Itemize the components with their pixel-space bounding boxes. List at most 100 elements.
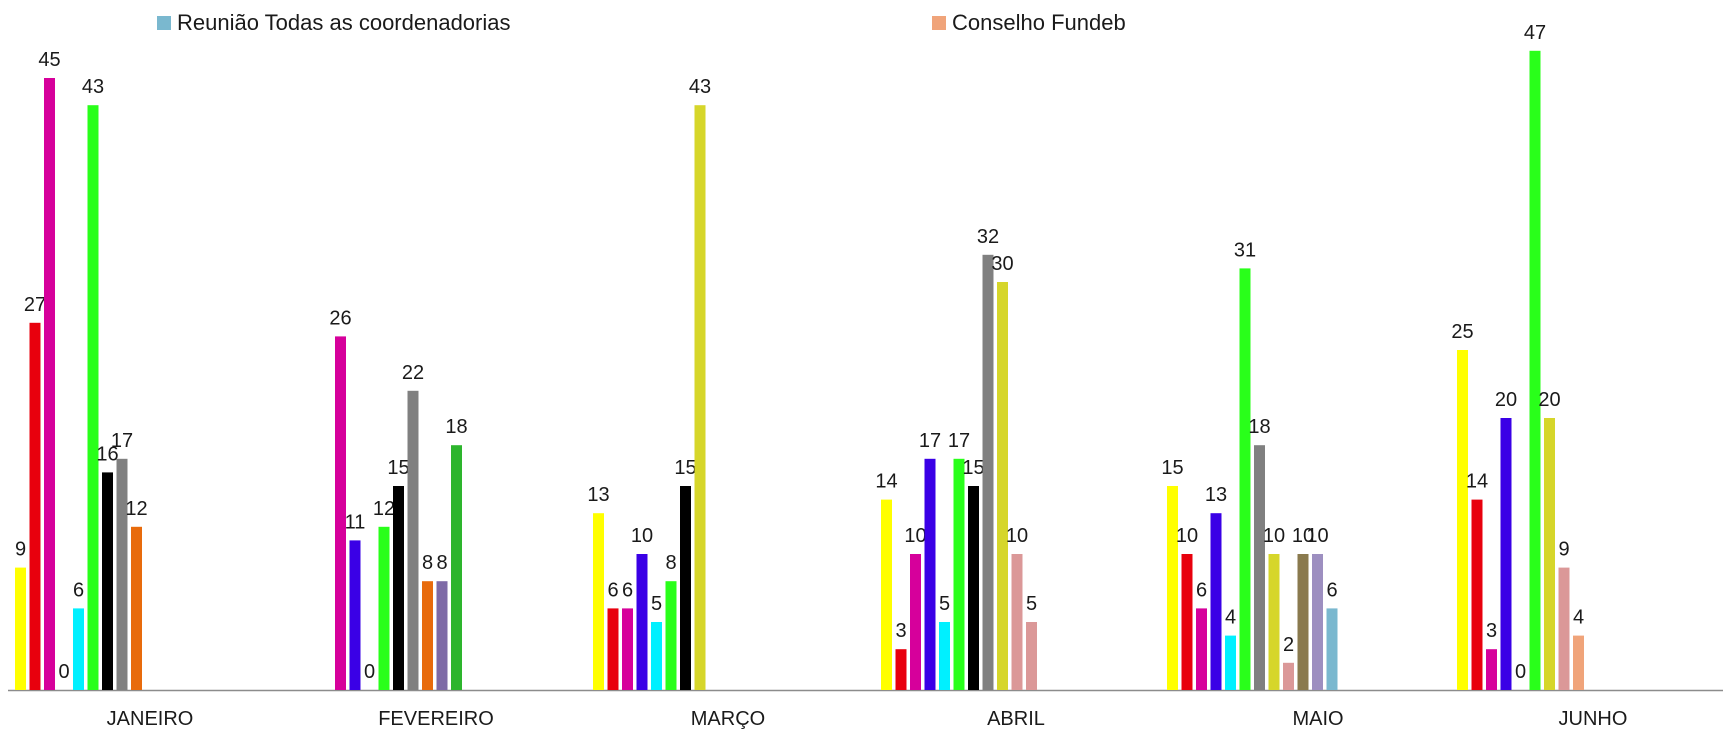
legend-label-reuniao: Reunião Todas as coordenadorias (177, 10, 511, 35)
bar-março-8 (694, 105, 706, 690)
bar-fevereiro-6 (407, 390, 419, 690)
data-label: 10 (1306, 525, 1328, 547)
bar-março-3 (622, 608, 633, 690)
bar-maio-5 (1225, 635, 1236, 690)
data-label: 25 (1451, 321, 1473, 343)
bar-maio-1 (1167, 486, 1178, 690)
data-label: 16 (96, 443, 118, 465)
category-label: JUNHO (1559, 708, 1628, 730)
data-label: 6 (1326, 579, 1337, 601)
bar-abril-4 (924, 458, 936, 690)
data-label: 8 (422, 552, 433, 574)
data-label: 5 (939, 593, 950, 615)
data-label: 11 (345, 511, 366, 533)
bar-maio-10 (1297, 554, 1309, 690)
bar-abril-3 (910, 554, 921, 690)
bar-fevereiro-7 (422, 581, 433, 690)
data-label: 47 (1524, 22, 1546, 44)
legend-label-conselho: Conselho Fundeb (952, 10, 1126, 35)
data-label: 4 (1573, 607, 1584, 629)
bar-maio-8 (1268, 554, 1280, 690)
data-label: 3 (895, 620, 906, 642)
data-label: 15 (674, 457, 696, 479)
category-label: ABRIL (987, 708, 1045, 730)
data-label: 43 (689, 76, 711, 98)
data-label: 8 (665, 552, 676, 574)
data-label: 6 (607, 579, 618, 601)
bar-junho-8 (1558, 567, 1570, 690)
bar-maio-11 (1312, 554, 1323, 690)
data-label: 15 (962, 457, 984, 479)
data-label: 6 (622, 579, 633, 601)
data-label: 18 (1248, 416, 1270, 438)
bar-junho-4 (1500, 418, 1512, 690)
data-label: 6 (73, 579, 84, 601)
data-label: 6 (1196, 579, 1207, 601)
bar-fevereiro-4 (378, 526, 390, 690)
data-label: 15 (387, 457, 409, 479)
data-label: 0 (1515, 661, 1526, 683)
category-label: FEVEREIRO (378, 708, 494, 730)
bar-fevereiro-2 (349, 540, 361, 690)
bar-janeiro-1 (15, 567, 26, 690)
bar-janeiro-5 (73, 608, 84, 690)
data-label: 5 (1026, 593, 1037, 615)
bar-janeiro-3 (44, 78, 55, 690)
bar-maio-3 (1196, 608, 1207, 690)
data-label: 26 (329, 307, 351, 329)
bar-abril-8 (982, 254, 994, 691)
bar-março-4 (636, 554, 648, 690)
data-label: 22 (402, 362, 424, 384)
data-label: 10 (631, 525, 653, 547)
bar-abril-7 (968, 486, 979, 690)
bar-junho-3 (1486, 649, 1497, 690)
bar-janeiro-9 (131, 526, 142, 690)
bar-maio-6 (1239, 268, 1251, 690)
category-label: MARÇO (691, 708, 765, 730)
bar-abril-6 (953, 458, 965, 690)
bar-maio-4 (1210, 513, 1222, 690)
data-label: 9 (1558, 539, 1569, 561)
bar-março-2 (607, 608, 619, 690)
bar-junho-9 (1573, 635, 1584, 690)
data-label: 12 (373, 498, 395, 520)
data-label: 32 (977, 226, 999, 248)
data-label: 10 (1292, 525, 1314, 547)
data-label: 5 (651, 593, 662, 615)
bar-março-7 (680, 486, 691, 690)
data-label: 17 (919, 430, 941, 452)
legend-item-conselho: Conselho Fundeb (932, 10, 1126, 36)
data-label: 18 (445, 416, 467, 438)
bar-abril-9 (997, 282, 1008, 690)
bar-maio-7 (1254, 445, 1265, 690)
data-label: 43 (82, 76, 104, 98)
bar-março-5 (651, 622, 662, 690)
data-label: 3 (1486, 620, 1497, 642)
legend-swatch-reuniao (157, 16, 171, 30)
bar-janeiro-7 (102, 472, 113, 690)
bar-abril-10 (1011, 554, 1023, 690)
bar-fevereiro-8 (436, 581, 448, 690)
bar-maio-2 (1181, 554, 1193, 690)
data-label: 30 (991, 253, 1013, 275)
bar-janeiro-2 (29, 322, 41, 690)
bar-junho-6 (1529, 50, 1541, 691)
legend-item-reuniao: Reunião Todas as coordenadorias (157, 10, 511, 36)
bar-junho-7 (1544, 418, 1555, 690)
bar-junho-2 (1471, 499, 1483, 690)
bar-março-6 (665, 581, 677, 690)
bar-junho-1 (1457, 350, 1468, 690)
data-label: 9 (15, 539, 26, 561)
data-label: 45 (38, 49, 60, 71)
data-label: 14 (1466, 471, 1488, 493)
bar-abril-11 (1026, 622, 1037, 690)
data-label: 0 (364, 661, 375, 683)
data-label: 20 (1538, 389, 1560, 411)
data-label: 20 (1495, 389, 1517, 411)
data-label: 12 (125, 498, 147, 520)
category-label: JANEIRO (107, 708, 194, 730)
legend-swatch-conselho (932, 16, 946, 30)
data-label: 31 (1234, 239, 1256, 261)
data-label: 13 (587, 484, 609, 506)
